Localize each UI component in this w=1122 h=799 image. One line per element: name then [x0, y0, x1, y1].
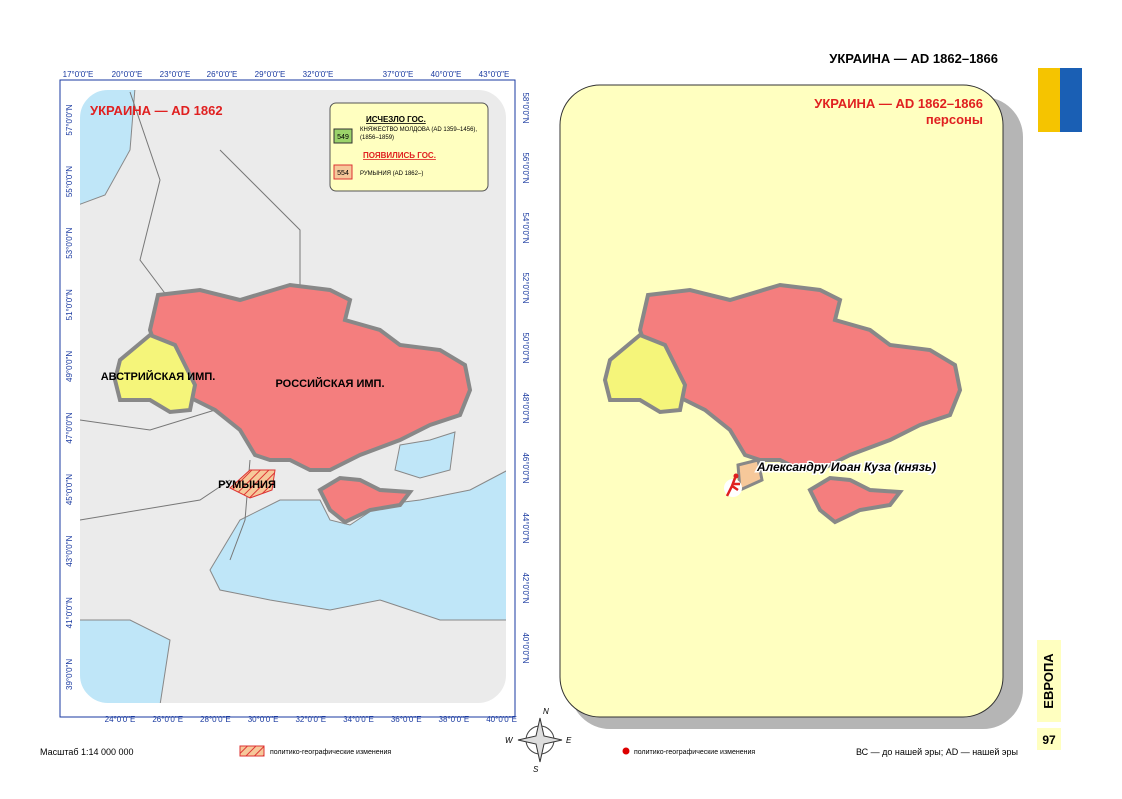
legend-heading: ИСЧЕЗЛО ГОС.: [366, 115, 426, 124]
top-tick-label: 20°0'0"E: [112, 70, 143, 79]
right-tick-label: 48°0'0"N: [521, 392, 530, 423]
right-tick-label: 56°0'0"N: [521, 152, 530, 183]
region-label: РОССИЙСКАЯ ИМП.: [275, 377, 384, 390]
person-icon: [725, 477, 740, 497]
map-border: [76, 86, 510, 707]
compass-e: E: [566, 736, 572, 745]
legend: ИСЧЕЗЛО ГОС. 549 КНЯЖЕСТВО МОЛДОВА (AD 1…: [329, 102, 489, 192]
right-tick-label: 44°0'0"N: [521, 512, 530, 543]
left-tick-label: 43°0'0"N: [65, 535, 74, 566]
top-tick-label: 40°0'0"E: [431, 70, 462, 79]
compass: N W E S: [505, 707, 572, 774]
right-tick-label: 50°0'0"N: [521, 332, 530, 363]
panel-subtitle: персоны: [926, 112, 983, 127]
region-label: РУМЫНИЯ: [218, 479, 276, 491]
compass-w: W: [505, 736, 514, 745]
left-tick-label: 45°0'0"N: [65, 474, 74, 505]
page-box: [1037, 728, 1061, 750]
legend-code: 554: [337, 170, 349, 177]
top-tick-label: 37°0'0"E: [383, 70, 414, 79]
left-tick-label: 39°0'0"N: [65, 659, 74, 690]
top-tick-label: 43°0'0"E: [479, 70, 510, 79]
left-map: [78, 88, 508, 705]
bottom-tick-label: 30°0'0"E: [248, 715, 279, 724]
section: ЕВРОПА: [1041, 653, 1056, 709]
flag-blue: [1060, 68, 1082, 132]
right-tick-label: 40°0'0"N: [521, 632, 530, 663]
bottom-tick-label: 28°0'0"E: [200, 715, 231, 724]
map-title: УКРАИНА — AD 1862: [90, 103, 223, 118]
page-title: УКРАИНА — AD 1862–1866: [829, 51, 998, 66]
right-tick-label: 58°0'0"N: [521, 92, 530, 123]
legend-code: 549: [337, 134, 349, 141]
legend-name: КНЯЖЕСТВО МОЛДОВА (AD 1359–1456),(1856–1…: [360, 127, 478, 141]
left-tick-label: 47°0'0"N: [65, 412, 74, 443]
left-tick-label: 57°0'0"N: [65, 104, 74, 135]
bottom-tick-label: 34°0'0"E: [343, 715, 374, 724]
axis-ticks: 17°0'0"E 20°0'0"E 23°0'0"E 26°0'0"E 29°0'0"E…: [63, 70, 530, 724]
top-tick-label: 26°0'0"E: [207, 70, 238, 79]
section-box: [1037, 640, 1061, 722]
bottom-tick-label: 36°0'0"E: [391, 715, 422, 724]
left-tick-label: 53°0'0"N: [65, 227, 74, 258]
left-tick-label: 51°0'0"N: [65, 289, 74, 320]
bottom-tick-label: 38°0'0"E: [439, 715, 470, 724]
top-tick-label: 29°0'0"E: [255, 70, 286, 79]
bottom-tick-label: 24°0'0"E: [105, 715, 136, 724]
left-tick-label: 41°0'0"N: [65, 597, 74, 628]
scale: Масштаб 1:14 000 000: [40, 747, 134, 757]
top-tick-label: 23°0'0"E: [160, 70, 191, 79]
right-tick-label: 52°0'0"N: [521, 272, 530, 303]
person-label: Александру Иоан Куза (князь): [756, 460, 936, 474]
legend-swatch: [239, 745, 265, 757]
bottom-tick-label: 32°0'0"E: [295, 715, 326, 724]
panel-title: УКРАИНА — AD 1862–1866: [814, 96, 983, 111]
era-note: ВС — до нашей эры; AD — нашей эры: [856, 747, 1018, 757]
right-tick-label: 54°0'0"N: [521, 212, 530, 243]
compass-n: N: [543, 707, 549, 716]
legend-name: РУМЫНИЯ (AD 1862–): [360, 171, 423, 177]
bottom-tick-label: 26°0'0"E: [152, 715, 183, 724]
legend-swatch: [622, 747, 630, 755]
legend-heading: ПОЯВИЛИСЬ ГОС.: [363, 151, 436, 160]
map-frame: [59, 79, 516, 718]
right-tick-label: 42°0'0"N: [521, 572, 530, 603]
note: политико-географические изменения: [270, 749, 391, 756]
page-number: 97: [1042, 733, 1056, 747]
note: политико-географические изменения: [634, 749, 755, 756]
flag-yellow: [1038, 68, 1060, 132]
region-label: АВСТРИЙСКАЯ ИМП.: [101, 370, 216, 383]
bottom-tick-label: 40°0'0"E: [486, 715, 517, 724]
right-tick-label: 46°0'0"N: [521, 452, 530, 483]
compass-s: S: [533, 765, 539, 774]
top-tick-label: 32°0'0"E: [303, 70, 334, 79]
left-tick-label: 49°0'0"N: [65, 351, 74, 382]
person-icon: [733, 473, 739, 479]
top-tick-label: 17°0'0"E: [63, 70, 94, 79]
left-tick-label: 55°0'0"N: [65, 166, 74, 197]
